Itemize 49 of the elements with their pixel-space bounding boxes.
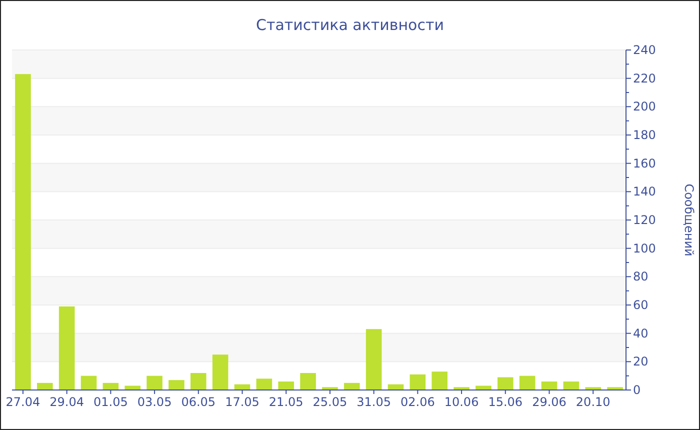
bar bbox=[58, 306, 75, 390]
bar bbox=[410, 374, 426, 390]
y-tick-label: 180 bbox=[633, 128, 656, 142]
x-tick-label: 25.05 bbox=[312, 395, 348, 409]
y-axis-title: Сообщений bbox=[682, 184, 696, 256]
y-tick-label: 160 bbox=[633, 156, 656, 170]
y-tick-label: 240 bbox=[633, 43, 656, 57]
bar bbox=[15, 74, 31, 390]
bar bbox=[80, 376, 97, 390]
x-tick-label: 21.05 bbox=[268, 395, 304, 409]
x-tick-label: 31.05 bbox=[356, 395, 391, 409]
x-tick-label: 17.05 bbox=[225, 395, 260, 409]
bar bbox=[563, 382, 580, 390]
y-tick-label: 20 bbox=[633, 354, 648, 369]
bar bbox=[519, 376, 536, 390]
x-tick-label: 15.06 bbox=[488, 395, 523, 409]
bar bbox=[212, 354, 228, 390]
y-tick-label: 140 bbox=[633, 184, 656, 199]
bar bbox=[541, 382, 558, 390]
bar bbox=[146, 376, 162, 390]
x-tick-label: 01.05 bbox=[94, 395, 128, 409]
x-tick-label: 02.06 bbox=[400, 395, 435, 409]
y-tick-label: 220 bbox=[633, 71, 656, 86]
chart-title: Статистика активности bbox=[256, 16, 444, 34]
x-tick-label: 03.05 bbox=[137, 395, 172, 409]
bar bbox=[102, 382, 119, 390]
y-tick-label: 0 bbox=[633, 383, 641, 397]
bar bbox=[256, 378, 272, 390]
y-tick-label: 80 bbox=[633, 270, 648, 284]
y-tick-label: 120 bbox=[633, 213, 656, 227]
y-tick-label: 100 bbox=[633, 241, 656, 256]
bar bbox=[190, 373, 206, 390]
bar bbox=[300, 373, 316, 390]
x-tick-label: 06.05 bbox=[181, 395, 216, 409]
bar bbox=[366, 329, 382, 390]
x-tick-label: 10.06 bbox=[444, 395, 479, 409]
y-tick-label: 200 bbox=[633, 100, 656, 114]
bar bbox=[37, 382, 53, 390]
bar bbox=[168, 380, 184, 390]
bar bbox=[498, 377, 514, 390]
x-tick-label: 29.04 bbox=[50, 395, 84, 409]
x-tick-label: 20.10 bbox=[576, 395, 610, 409]
bar bbox=[344, 382, 360, 390]
x-tick-label: 29.06 bbox=[532, 395, 566, 409]
bar bbox=[278, 382, 294, 390]
bar bbox=[432, 372, 448, 390]
x-tick-label: 27.04 bbox=[6, 395, 40, 409]
y-tick-label: 60 bbox=[633, 298, 648, 312]
y-tick-label: 40 bbox=[633, 326, 648, 340]
